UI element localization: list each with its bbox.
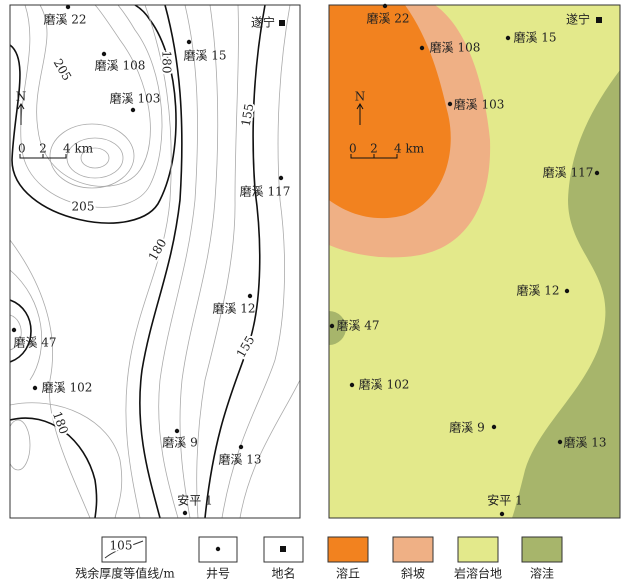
- scale-label: 4 km: [63, 142, 94, 156]
- karst-depression: [512, 70, 620, 518]
- legend-swatch: [327, 536, 369, 563]
- well-dot: [65, 4, 71, 10]
- legend-label: 井号: [206, 567, 230, 581]
- legend-label: 斜坡: [401, 567, 425, 581]
- place-label: 遂宁: [251, 15, 275, 30]
- legend-contour: [104, 540, 144, 559]
- well-dot: [174, 428, 180, 434]
- well-dot: [329, 323, 335, 329]
- well-dot: [247, 293, 253, 299]
- well-dot: [101, 51, 107, 57]
- panel-frame: [9, 4, 301, 519]
- legend-label: 地名: [271, 566, 295, 581]
- scale-label: 2: [370, 142, 378, 156]
- well-label: 磨溪 22: [43, 13, 86, 27]
- scale-label: 0: [18, 142, 26, 156]
- contour-label: 155: [239, 102, 257, 127]
- well-dot: [130, 107, 136, 113]
- well-label: 磨溪 47: [336, 319, 379, 333]
- well-label: 磨溪 12: [212, 302, 255, 316]
- well-dot: [11, 327, 17, 333]
- contour-label: 205: [51, 56, 75, 83]
- well-label: 磨溪 9: [449, 421, 484, 435]
- place-label: 遂宁: [566, 12, 590, 27]
- well-dot: [186, 39, 192, 45]
- legend-swatch: [457, 536, 499, 563]
- well-dot: [505, 35, 511, 41]
- geomorphology-map: [329, 5, 620, 518]
- well-dot: [382, 3, 388, 9]
- north-label: N: [16, 90, 27, 104]
- scale-label: 2: [39, 142, 47, 156]
- legend-place: [280, 546, 286, 552]
- well-label: 磨溪 108: [430, 41, 481, 55]
- legend-swatch: [101, 536, 147, 563]
- karst-hill: [329, 5, 451, 219]
- legend-label: 残余厚度等值线/m: [75, 566, 175, 581]
- well-label: 磨溪 13: [218, 453, 261, 467]
- well-dot: [278, 175, 284, 181]
- well-dot: [32, 385, 38, 391]
- well-label: 磨溪 102: [359, 378, 410, 392]
- scale-bar: [350, 154, 398, 159]
- well-dot: [447, 101, 453, 107]
- legend-swatch: [521, 536, 563, 563]
- well-label: 磨溪 103: [454, 98, 505, 112]
- well-label: 磨溪 47: [13, 336, 56, 350]
- well-dot: [182, 510, 188, 516]
- contour-label: 180: [146, 236, 170, 263]
- well-label: 磨溪 13: [563, 436, 606, 450]
- legend-swatch: [392, 536, 434, 563]
- well-label: 安平 1: [487, 493, 522, 508]
- contour-map: [10, 5, 300, 518]
- contour-label: 155: [234, 333, 258, 360]
- contour-label: 180: [160, 51, 174, 74]
- well-dot: [238, 444, 244, 450]
- north-arrowhead: [356, 103, 364, 110]
- contour-label: 180: [50, 410, 71, 436]
- scale-label: 0: [349, 142, 357, 156]
- well-dot: [499, 511, 505, 517]
- well-label: 磨溪 117: [240, 185, 291, 199]
- well-dot: [419, 45, 425, 51]
- well-dot: [564, 288, 570, 294]
- well-dot: [491, 424, 497, 430]
- legend-label: 溶丘: [336, 566, 360, 581]
- north-label: N: [355, 90, 366, 104]
- well-dot: [349, 382, 355, 388]
- place-marker: [596, 17, 602, 23]
- well-dot: [594, 170, 600, 176]
- scale-bar: [19, 154, 67, 159]
- well-label: 磨溪 12: [516, 284, 559, 298]
- karst-depression: [329, 311, 346, 345]
- well-label: 磨溪 103: [110, 92, 161, 106]
- well-label: 磨溪 15: [513, 31, 556, 45]
- legend-label: 溶洼: [530, 566, 554, 581]
- panel-frame: [328, 4, 621, 519]
- well-label: 磨溪 117: [543, 166, 594, 180]
- well-label: 安平 1: [177, 493, 212, 508]
- legend-label: 岩溶台地: [454, 566, 502, 581]
- well-label: 磨溪 9: [162, 436, 197, 450]
- place-marker: [279, 20, 285, 26]
- contour-label: 205: [72, 200, 95, 214]
- legend-well: [215, 546, 221, 552]
- legend-contour-label: 105: [110, 539, 133, 553]
- well-label: 磨溪 15: [183, 49, 226, 63]
- well-label: 磨溪 22: [366, 12, 409, 26]
- well-label: 磨溪 102: [42, 381, 93, 395]
- well-label: 磨溪 108: [95, 59, 146, 73]
- well-dot: [557, 439, 563, 445]
- north-arrowhead: [17, 103, 25, 110]
- scale-label: 4 km: [394, 142, 425, 156]
